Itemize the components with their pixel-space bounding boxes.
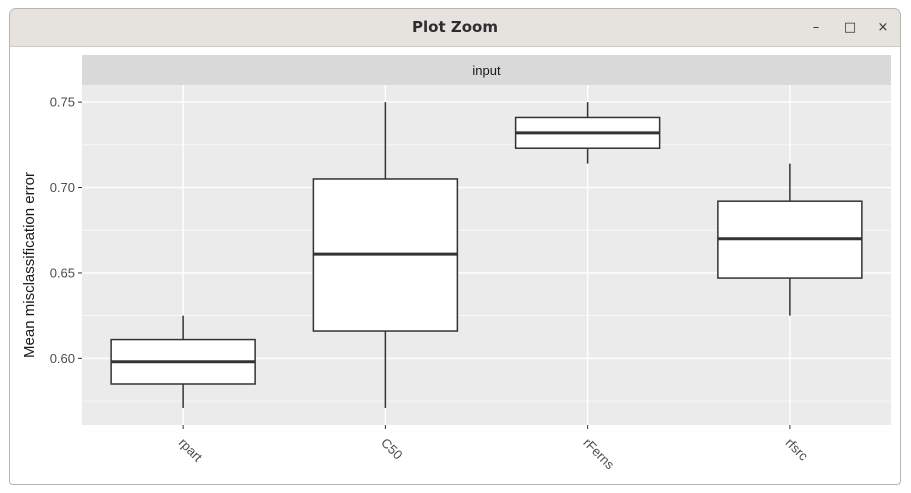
x-tick-label: C50: [378, 435, 405, 462]
plot-zoom-window: Plot Zoom – □ × input 0.60 0.65 0.70 0.75 rpa…: [9, 8, 901, 485]
plot-area: input 0.60 0.65 0.70 0.75 rpart C50 rFerns rfsrc…: [10, 47, 900, 484]
x-tick-label: rpart: [176, 435, 206, 465]
minimize-icon[interactable]: –: [812, 19, 820, 35]
title-bar[interactable]: Plot Zoom – □ ×: [10, 9, 900, 47]
y-tick-label: 0.65: [50, 265, 75, 280]
y-tick-label: 0.75: [50, 95, 75, 110]
y-tick-label: 0.70: [50, 180, 75, 195]
window-title: Plot Zoom: [412, 18, 498, 36]
maximize-icon[interactable]: □: [843, 19, 857, 35]
facet-strip: [82, 55, 891, 85]
close-icon[interactable]: ×: [877, 19, 889, 35]
x-tick-label: rfsrc: [783, 435, 812, 464]
y-axis-title: Mean misclassification error: [21, 172, 38, 358]
boxplot-chart: input 0.60 0.65 0.70 0.75 rpart C50 rFerns rfsrc…: [21, 55, 891, 473]
y-tick-label: 0.60: [50, 351, 75, 366]
x-tick-label: rFerns: [580, 435, 618, 473]
facet-label: input: [472, 63, 501, 78]
